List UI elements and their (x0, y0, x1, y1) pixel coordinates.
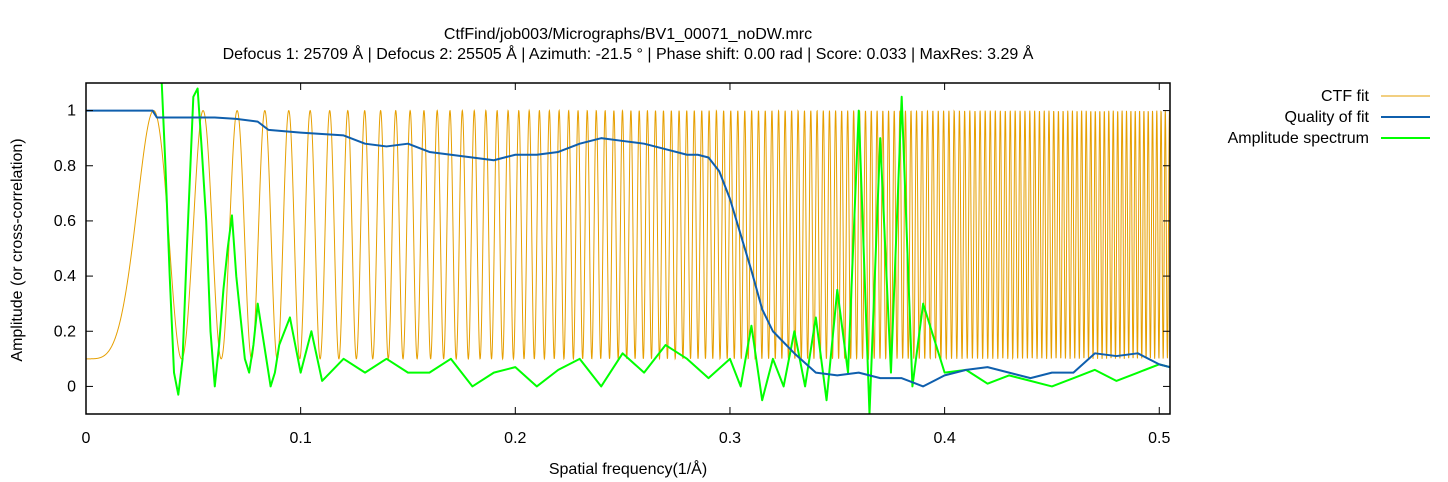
chart-title: CtfFind/job003/Micrographs/BV1_00071_noD… (444, 26, 812, 43)
y-tick-label: 0.2 (54, 323, 76, 340)
series-line-amplitude-spectrum (160, 83, 1170, 414)
chart-subtitle: Defocus 1: 25709 Å | Defocus 2: 25505 Å … (223, 44, 1034, 63)
y-axis-label: Amplitude (or cross-correlation) (9, 138, 26, 361)
x-tick-label: 0.5 (1148, 430, 1170, 447)
series-line-ctf-fit (86, 108, 1170, 361)
legend-label: CTF fit (1321, 88, 1370, 105)
legend-label: Amplitude spectrum (1228, 130, 1369, 147)
legend: CTF fit Quality of fit Amplitude spectrum (1228, 88, 1430, 147)
x-axis-label: Spatial frequency(1/Å) (549, 459, 707, 478)
x-tick-label: 0.3 (719, 430, 741, 447)
x-tick-label: 0.1 (290, 430, 312, 447)
y-tick-label: 1 (67, 103, 76, 120)
y-tick-label: 0.8 (54, 158, 76, 175)
x-tick-label: 0.4 (933, 430, 955, 447)
y-tick-label: 0.6 (54, 213, 76, 230)
y-tick-label: 0.4 (54, 268, 76, 285)
legend-label: Quality of fit (1285, 109, 1370, 126)
series-layer (86, 83, 1170, 414)
y-axis: 0 0.2 0.4 0.6 0.8 1 (54, 103, 1170, 395)
series-line-quality-of-fit (86, 109, 1170, 388)
x-axis: 0 0.1 0.2 0.3 0.4 0.5 (82, 83, 1170, 447)
x-tick-label: 0 (82, 430, 91, 447)
y-tick-label: 0 (67, 378, 76, 395)
x-tick-label: 0.2 (504, 430, 526, 447)
plot-frame (85, 82, 1171, 415)
